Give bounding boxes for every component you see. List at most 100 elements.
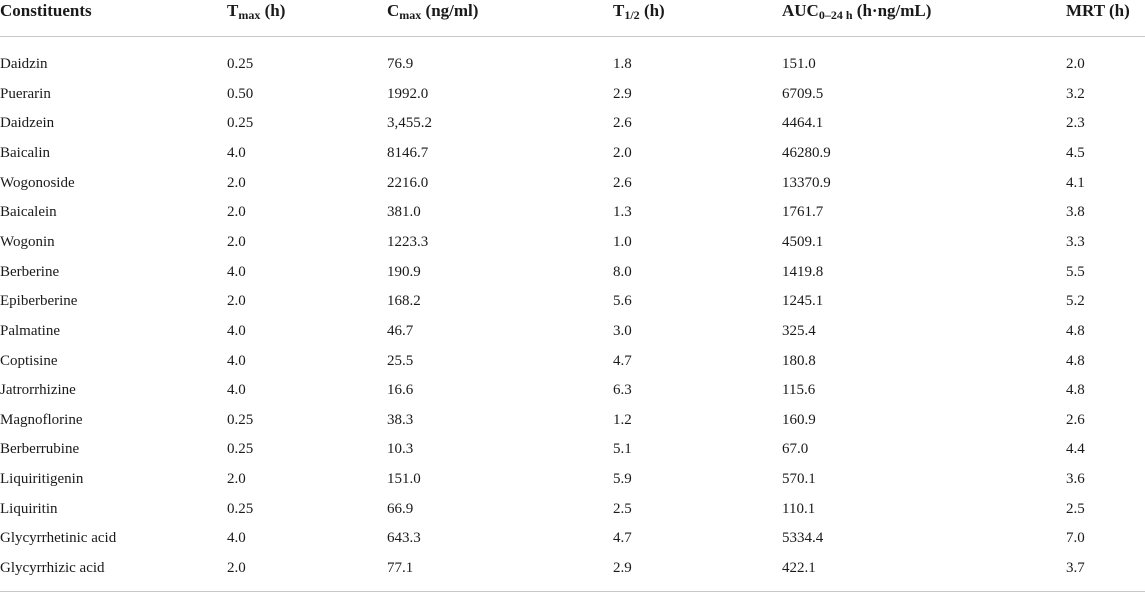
- table-row: Berberrubine 0.25 10.3 5.1 67.0 4.4: [0, 439, 1145, 469]
- header-auc: AUC0–24 h (h·ng/mL): [782, 0, 931, 23]
- cell-name: Glycyrrhizic acid: [0, 560, 105, 577]
- cell-auc: 4464.1: [782, 115, 824, 132]
- cell-name: Liquiritigenin: [0, 471, 84, 488]
- cell-cmax: 3,455.2: [387, 115, 432, 132]
- table-row: Palmatine 4.0 46.7 3.0 325.4 4.8: [0, 321, 1145, 351]
- cell-auc: 13370.9: [782, 174, 831, 191]
- cell-cmax: 643.3: [387, 530, 421, 547]
- cell-auc: 151.0: [782, 56, 816, 72]
- header-thalf-sub: 1/2: [624, 8, 640, 22]
- header-auc-sub: 0–24 h: [818, 8, 853, 22]
- cell-tmax: 0.25: [227, 411, 254, 428]
- cell-name: Daidzin: [0, 56, 48, 72]
- cell-thalf: 3.0: [613, 322, 632, 339]
- cell-auc: 180.8: [782, 352, 816, 369]
- table-row: Magnoflorine 0.25 38.3 1.2 160.9 2.6: [0, 410, 1145, 440]
- cell-thalf: 2.5: [613, 500, 632, 517]
- cell-tmax: 4.0: [227, 144, 246, 161]
- table-row: Liquiritigenin 2.0 151.0 5.9 570.1 3.6: [0, 469, 1145, 499]
- cell-thalf: 4.7: [613, 530, 632, 547]
- cell-name: Glycyrrhetinic acid: [0, 530, 117, 547]
- cell-auc: 5334.4: [782, 530, 824, 547]
- cell-mrt: 3.3: [1066, 233, 1085, 250]
- table-row: Baicalin 4.0 8146.7 2.0 46280.9 4.5: [0, 143, 1145, 173]
- table-row: Wogonoside 2.0 2216.0 2.6 13370.9 4.1: [0, 173, 1145, 203]
- cell-name: Baicalin: [0, 144, 50, 161]
- cell-auc: 570.1: [782, 471, 816, 488]
- cell-tmax: 4.0: [227, 352, 246, 369]
- header-tmax-unit: (h): [260, 1, 286, 20]
- cell-thalf: 5.9: [613, 471, 632, 488]
- header-cmax-unit: (ng/ml): [421, 1, 479, 20]
- cell-auc: 110.1: [782, 500, 816, 517]
- cell-cmax: 16.6: [387, 382, 414, 399]
- header-cmax-main: C: [387, 1, 400, 20]
- table-row: Wogonin 2.0 1223.3 1.0 4509.1 3.3: [0, 232, 1145, 262]
- cell-mrt: 2.5: [1066, 500, 1085, 517]
- header-mrt: MRT (h): [1066, 1, 1130, 20]
- cell-mrt: 3.6: [1066, 471, 1085, 488]
- cell-name: Wogonin: [0, 233, 55, 250]
- table-row: Liquiritin 0.25 66.9 2.5 110.1 2.5: [0, 499, 1145, 529]
- cell-thalf: 4.7: [613, 352, 632, 369]
- cell-cmax: 76.9: [387, 56, 414, 72]
- cell-name: Daidzein: [0, 115, 55, 132]
- cell-auc: 160.9: [782, 411, 816, 428]
- cell-tmax: 0.25: [227, 56, 254, 72]
- cell-name: Epiberberine: [0, 293, 78, 310]
- header-auc-unit: (h·ng/mL): [852, 1, 932, 20]
- header-cmax-sub: max: [399, 8, 422, 22]
- cell-mrt: 5.2: [1066, 293, 1085, 310]
- cell-mrt: 7.0: [1066, 530, 1085, 547]
- cell-cmax: 25.5: [387, 352, 414, 369]
- cell-tmax: 2.0: [227, 204, 246, 221]
- table-row: Baicalein 2.0 381.0 1.3 1761.7 3.8: [0, 202, 1145, 232]
- cell-cmax: 66.9: [387, 500, 414, 517]
- table-row: Berberine 4.0 190.9 8.0 1419.8 5.5: [0, 262, 1145, 292]
- cell-cmax: 151.0: [387, 471, 421, 488]
- table-row: Glycyrrhetinic acid 4.0 643.3 4.7 5334.4 7.0: [0, 528, 1145, 558]
- cell-cmax: 10.3: [387, 441, 414, 458]
- cell-name: Coptisine: [0, 352, 58, 369]
- cell-cmax: 46.7: [387, 322, 414, 339]
- cell-mrt: 2.6: [1066, 411, 1085, 428]
- cell-tmax: 4.0: [227, 263, 246, 280]
- cell-tmax: 0.25: [227, 115, 254, 132]
- cell-name: Wogonoside: [0, 174, 75, 191]
- cell-thalf: 2.6: [613, 174, 632, 191]
- cell-mrt: 3.2: [1066, 85, 1085, 102]
- cell-cmax: 190.9: [387, 263, 421, 280]
- cell-thalf: 2.0: [613, 144, 632, 161]
- cell-mrt: 4.1: [1066, 174, 1085, 191]
- cell-thalf: 1.8: [613, 56, 632, 72]
- cell-auc: 6709.5: [782, 85, 824, 102]
- cell-mrt: 4.8: [1066, 352, 1085, 369]
- cell-tmax: 4.0: [227, 322, 246, 339]
- cell-mrt: 3.7: [1066, 560, 1085, 577]
- cell-thalf: 1.2: [613, 411, 632, 428]
- cell-tmax: 0.25: [227, 441, 254, 458]
- cell-tmax: 2.0: [227, 293, 246, 310]
- cell-mrt: 3.8: [1066, 204, 1085, 221]
- cell-auc: 325.4: [782, 322, 816, 339]
- cell-tmax: 4.0: [227, 382, 246, 399]
- cell-mrt: 5.5: [1066, 263, 1085, 280]
- table-row: Puerarin 0.50 1992.0 2.9 6709.5 3.2: [0, 84, 1145, 114]
- cell-auc: 1419.8: [782, 263, 824, 280]
- cell-cmax: 2216.0: [387, 174, 429, 191]
- cell-auc: 1761.7: [782, 204, 824, 221]
- header-auc-main: AUC: [782, 1, 819, 20]
- cell-thalf: 1.3: [613, 204, 632, 221]
- table-row: Daidzein 0.25 3,455.2 2.6 4464.1 2.3: [0, 113, 1145, 143]
- cell-thalf: 8.0: [613, 263, 632, 280]
- cell-cmax: 8146.7: [387, 144, 429, 161]
- cell-auc: 115.6: [782, 382, 816, 399]
- cell-thalf: 5.1: [613, 441, 632, 458]
- bottom-rule: [0, 591, 1145, 592]
- cell-name: Liquiritin: [0, 500, 58, 517]
- cell-mrt: 4.8: [1066, 322, 1085, 339]
- cell-thalf: 2.6: [613, 115, 632, 132]
- cell-cmax: 1223.3: [387, 233, 429, 250]
- header-rule: [0, 36, 1145, 37]
- cell-auc: 67.0: [782, 441, 809, 458]
